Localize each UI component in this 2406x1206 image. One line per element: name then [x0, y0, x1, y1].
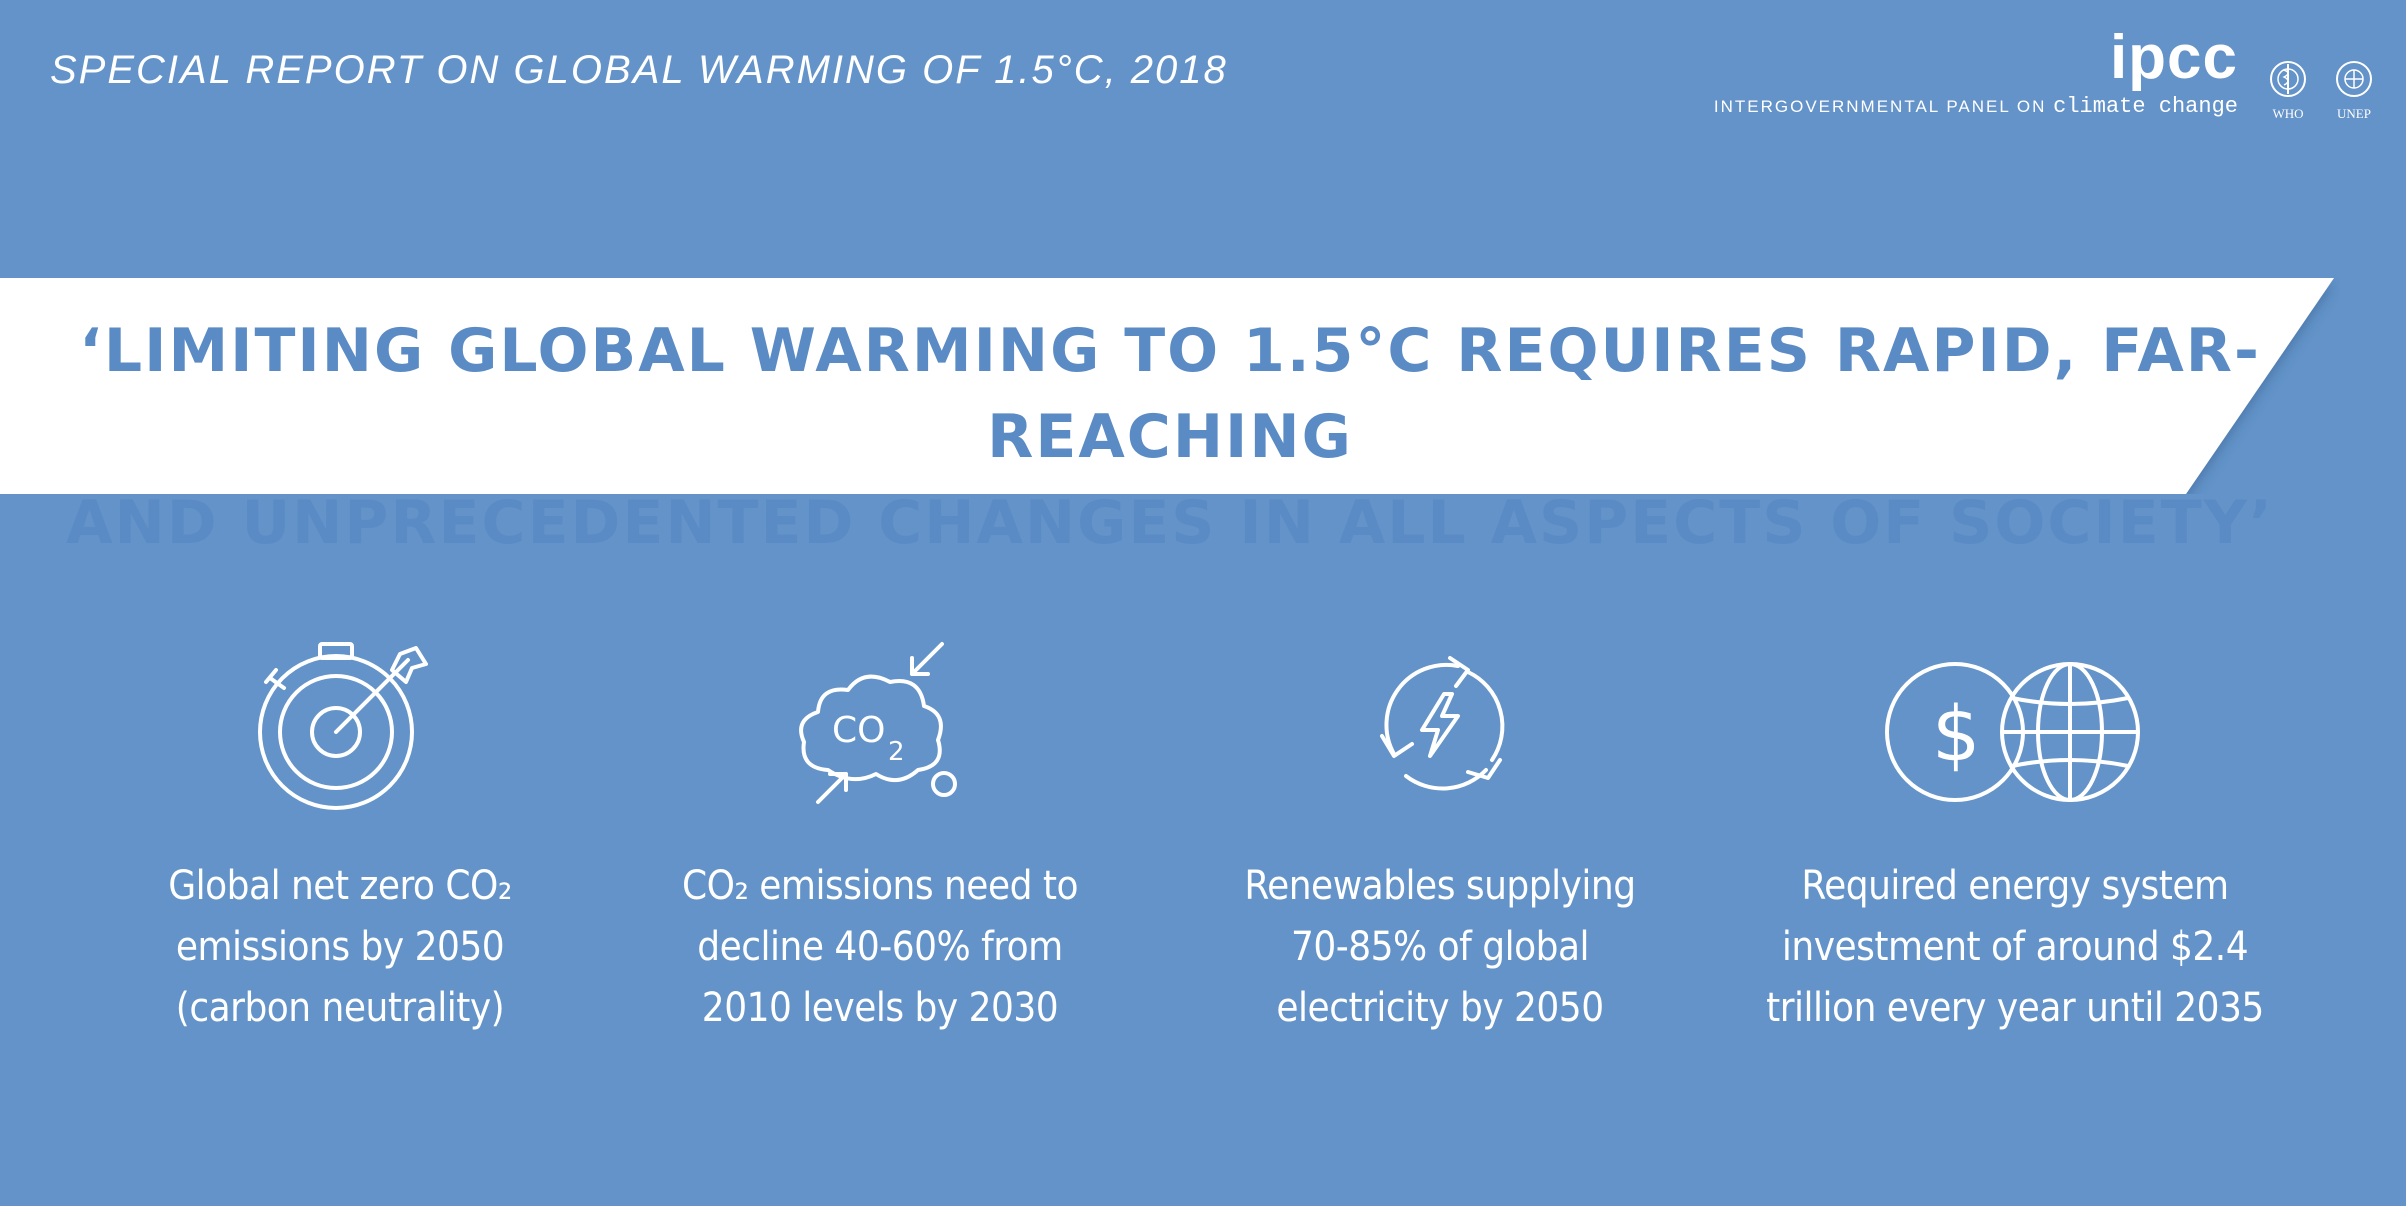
- stopwatch-target-icon: [258, 642, 428, 810]
- unep-label: UNEP: [2337, 106, 2371, 121]
- co2-icon-subscript: 2: [888, 737, 905, 767]
- banner-quote-line-2: AND UNPRECEDENTED CHANGES IN ALL ASPECTS…: [66, 488, 2274, 558]
- who-logo: WHO: [2258, 58, 2318, 122]
- dollar-globe-icon: $: [1885, 662, 2140, 802]
- fact-line: trillion every year until 2035: [1766, 985, 2264, 1031]
- quote-banner: ‘LIMITING GLOBAL WARMING TO 1.5°C REQUIR…: [0, 278, 2340, 558]
- ipcc-tagline-prefix: INTERGOVERNMENTAL PANEL ON: [1713, 97, 2047, 116]
- fact-line: electricity by 2050: [1276, 985, 1604, 1031]
- co2-cloud-icon: CO 2: [799, 642, 957, 804]
- fact-line: CO₂ emissions need to: [681, 863, 1079, 909]
- fact-line: 70-85% of global: [1290, 924, 1590, 970]
- banner-quote: ‘LIMITING GLOBAL WARMING TO 1.5°C REQUIR…: [0, 308, 2340, 566]
- fact-line: (carbon neutrality): [175, 985, 505, 1031]
- who-emblem-icon: [2270, 61, 2306, 97]
- svg-text:$: $: [1932, 689, 1980, 778]
- unep-logo: UNEP: [2324, 58, 2384, 122]
- fact-card-co2-decline: CO 2 CO₂ emissions need to decline 40-60…: [600, 620, 1160, 1039]
- fact-text-renewables: Renewables supplying 70-85% of global el…: [1160, 856, 1720, 1039]
- fact-line: decline 40-60% from: [697, 924, 1063, 970]
- co2-icon-text: CO: [832, 710, 885, 751]
- ipcc-tagline-suffix: climate change: [2053, 94, 2238, 119]
- fact-card-renewables: Renewables supplying 70-85% of global el…: [1160, 620, 1720, 1039]
- fact-card-net-zero: Global net zero CO₂ emissions by 2050 (c…: [60, 620, 620, 1039]
- fact-text-co2-decline: CO₂ emissions need to decline 40-60% fro…: [600, 856, 1160, 1039]
- fact-line: Required energy system: [1801, 863, 2229, 909]
- fact-line: 2010 levels by 2030: [701, 985, 1059, 1031]
- fact-text-investment: Required energy system investment of aro…: [1735, 856, 2295, 1039]
- banner-shape: [0, 278, 2334, 494]
- key-facts: Global net zero CO₂ emissions by 2050 (c…: [0, 620, 2406, 1180]
- fact-line: Global net zero CO₂: [168, 863, 512, 909]
- ipcc-tagline: INTERGOVERNMENTAL PANEL ON climate chang…: [1714, 94, 2238, 119]
- renewable-energy-cycle-icon: [1380, 656, 1505, 791]
- fact-text-net-zero: Global net zero CO₂ emissions by 2050 (c…: [60, 856, 620, 1039]
- ipcc-logo: ipcc: [2109, 23, 2238, 92]
- who-label: WHO: [2272, 106, 2304, 121]
- report-title: SPECIAL REPORT ON GLOBAL WARMING OF 1.5°…: [50, 48, 1228, 92]
- fact-line: Renewables supplying: [1244, 863, 1636, 909]
- fact-line: investment of around $2.4: [1781, 924, 2249, 970]
- banner-quote-line-1: ‘LIMITING GLOBAL WARMING TO 1.5°C REQUIR…: [79, 316, 2261, 472]
- fact-card-investment: $ Required energy system investment of a…: [1735, 620, 2295, 1039]
- unep-emblem-icon: [2336, 61, 2372, 97]
- fact-line: emissions by 2050: [175, 924, 505, 970]
- logo-block: ipcc INTERGOVERNMENTAL PANEL ON climate …: [1714, 0, 2406, 140]
